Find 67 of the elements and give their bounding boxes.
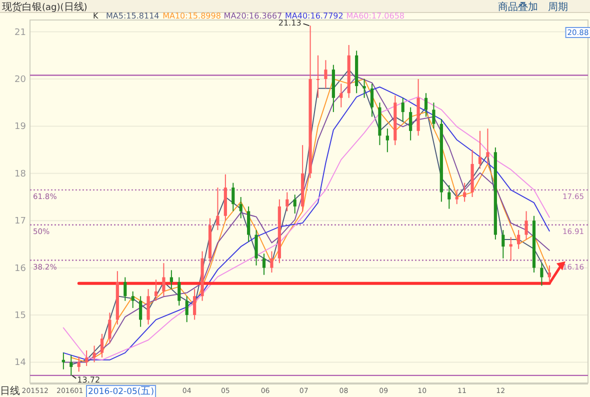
candlestick (270, 250, 274, 274)
candlestick (517, 230, 520, 250)
candlestick (362, 78, 366, 98)
candlestick (193, 288, 196, 320)
candlestick (293, 194, 296, 214)
candlestick (455, 189, 458, 205)
y-tick-label: 14 (14, 358, 26, 368)
candlestick (92, 345, 96, 363)
annotation: K (93, 12, 99, 20)
y-tick-label: 20 (14, 75, 26, 86)
y-tick-label: 18 (14, 169, 26, 180)
y-tick-label: 15 (14, 311, 26, 322)
candlestick (478, 130, 482, 170)
y-tick-label: 17 (14, 216, 26, 227)
candlestick (448, 184, 451, 210)
text: 2016-02-05(五) (88, 386, 154, 397)
chart-title: 现货白银(ag)(日线) (2, 1, 88, 13)
candlestick (124, 276, 127, 302)
candlestick (108, 312, 112, 344)
candlestick (324, 60, 328, 89)
candlestick (409, 106, 412, 141)
candlestick (424, 92, 428, 118)
candlestick (486, 128, 490, 164)
candlestick (548, 264, 551, 282)
candlestick (432, 102, 436, 130)
text: MA5:15.8114 (106, 12, 160, 20)
candlestick (185, 296, 188, 323)
candlestick (170, 270, 173, 290)
annotation: 13.72 (77, 375, 100, 384)
candlestick (316, 54, 320, 98)
y-tick-label: 19 (14, 122, 26, 132)
candlestick (340, 83, 343, 108)
candlestick (401, 97, 404, 122)
candlestick (216, 187, 220, 231)
candlestick (509, 236, 512, 262)
candlestick (178, 276, 181, 306)
text: MA60:17.0658 (346, 12, 405, 20)
candlestick (502, 230, 505, 259)
candlestick (239, 196, 242, 219)
candlestick (540, 262, 544, 286)
text: MA40:16.7792 (285, 12, 344, 20)
candlestick (524, 210, 528, 240)
candlestick (162, 262, 166, 297)
candlestick (254, 230, 258, 266)
text: MA20:16.3667 (224, 12, 282, 20)
candlestick (85, 350, 88, 367)
candlestick (370, 83, 374, 118)
candlestick (146, 288, 150, 325)
candlestick (286, 192, 289, 212)
text: 商品叠加 (498, 1, 538, 13)
annotation: 21.13 (278, 18, 302, 28)
text: 日线 (0, 385, 20, 397)
candlestick (77, 356, 80, 372)
candlestick (247, 206, 250, 242)
candlestick (100, 333, 104, 358)
text: 周期 (548, 1, 568, 13)
y-tick-label: 16 (14, 264, 26, 274)
text: MA10:15.8998 (162, 12, 221, 20)
candlestick (386, 128, 389, 153)
candlestick (232, 182, 235, 212)
y-tick-label: 21 (14, 28, 26, 38)
candlestick (70, 354, 73, 376)
candlestick (463, 182, 466, 202)
candlestick (262, 253, 266, 276)
candlestick (131, 290, 134, 308)
candlestick (139, 296, 142, 328)
candlestick (154, 279, 158, 302)
